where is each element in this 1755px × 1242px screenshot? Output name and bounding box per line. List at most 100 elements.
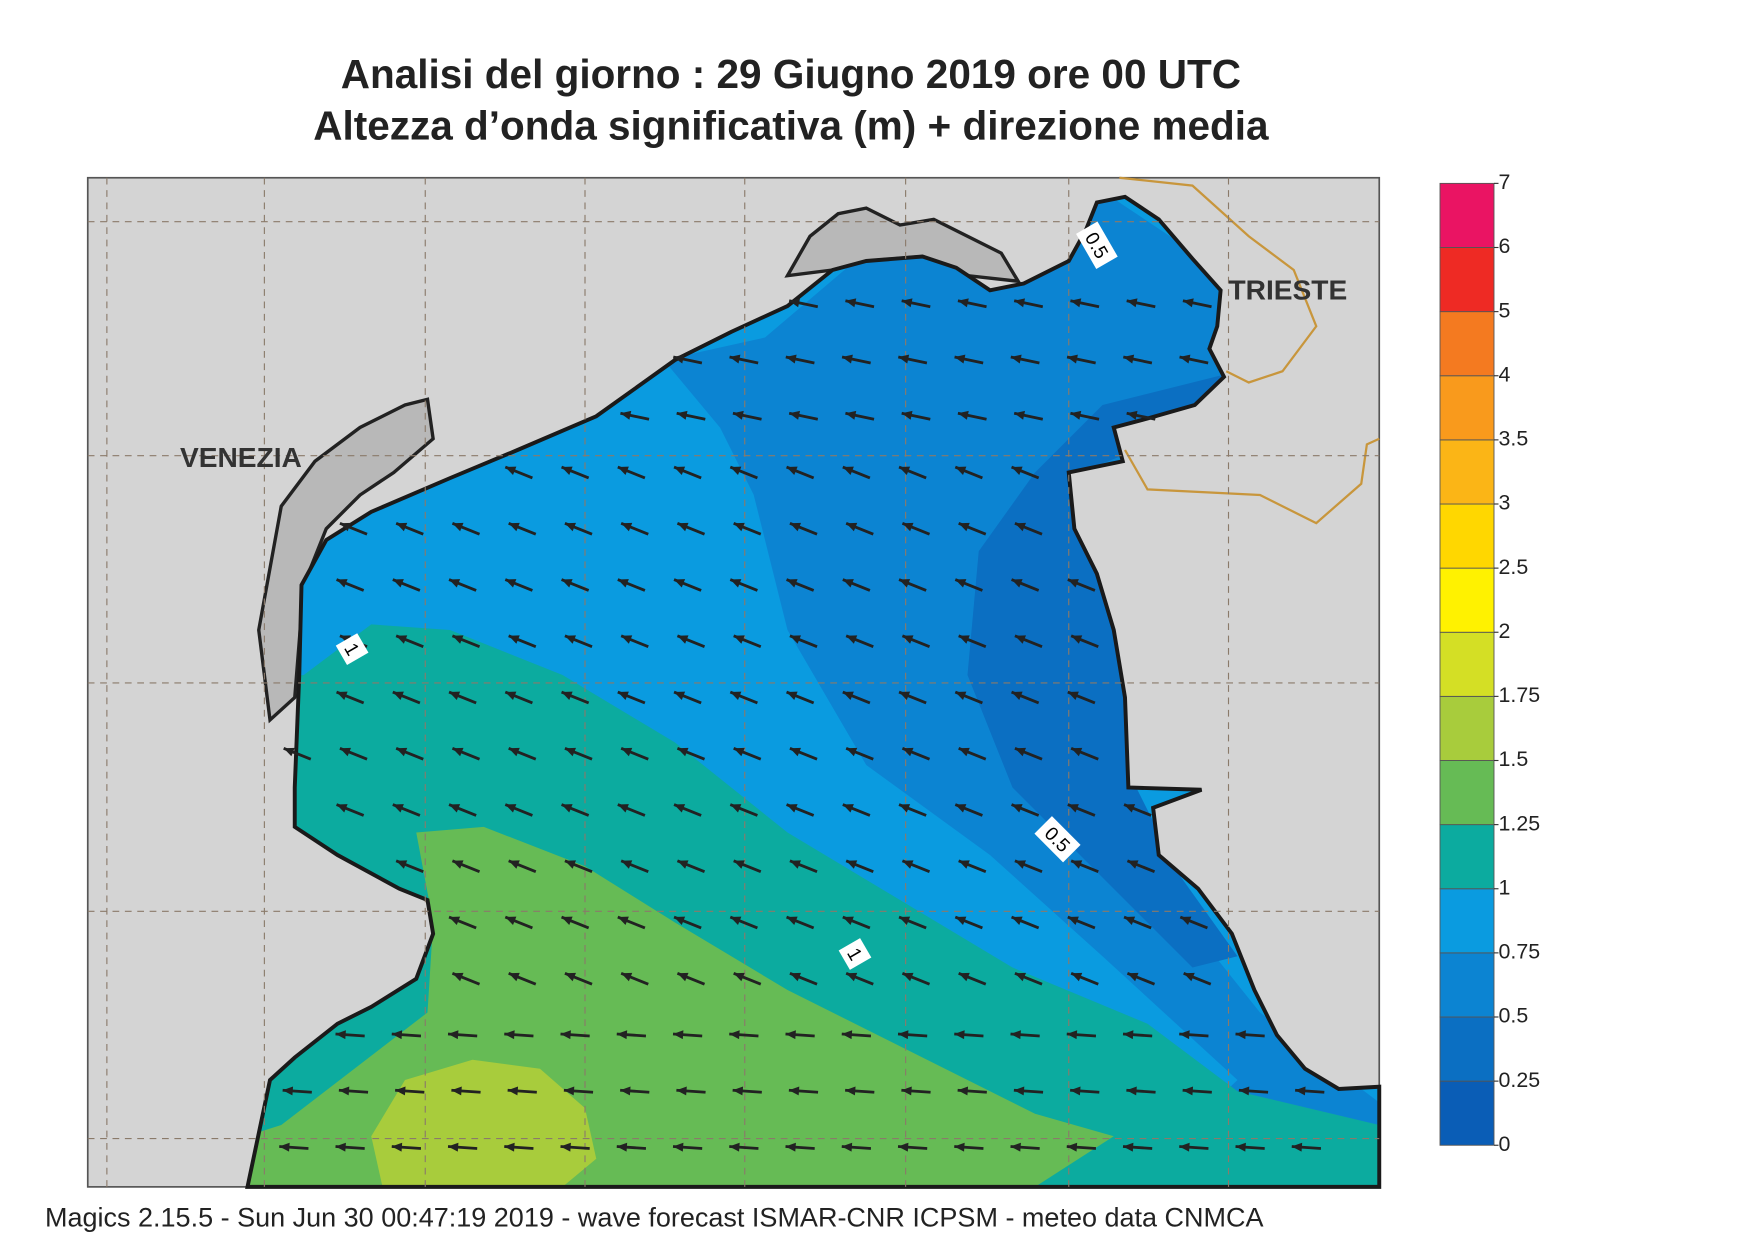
arrow-head <box>789 410 801 420</box>
arrow-head <box>621 972 633 982</box>
arrow-head <box>505 916 517 925</box>
arrow-head <box>786 579 798 588</box>
arrow-head <box>1067 354 1078 364</box>
arrow-head <box>564 635 576 644</box>
arrow-head <box>898 1030 909 1040</box>
arrow-head <box>508 972 520 982</box>
arrow-head <box>336 804 348 813</box>
arrow-head <box>616 1142 628 1152</box>
arrow-head <box>789 860 801 869</box>
arrow-head <box>621 860 633 869</box>
arrow-head <box>1071 972 1083 982</box>
colorbar: 0 0.25 0.5 0.75 1 1.25 1.5 1.75 2 2.5 3 3.5 4 5 6 7 <box>1439 170 1541 1156</box>
arrow-head <box>1235 1142 1246 1152</box>
arrow-head <box>1126 410 1138 420</box>
arrow-head <box>785 1142 796 1152</box>
arrow-head <box>732 1086 744 1096</box>
arrow-head <box>1066 1142 1078 1152</box>
colorbar-tick-label: 1.25 <box>1499 811 1541 835</box>
arrow-head <box>1014 635 1026 644</box>
arrow-head <box>505 466 517 475</box>
arrow-head <box>676 1086 687 1096</box>
footer: Magics 2.15.5 - Sun Jun 30 00:47:19 2019… <box>45 1202 1264 1232</box>
arrow-head <box>561 691 573 700</box>
arrow-head <box>561 466 573 475</box>
arrow-head <box>392 804 404 813</box>
arrow-head <box>396 635 408 644</box>
arrow-head <box>561 804 573 813</box>
title: Analisi del giorno : 29 Giugno 2019 ore … <box>341 51 1241 97</box>
arrow-head <box>786 466 798 475</box>
arrow-head <box>448 1030 459 1040</box>
arrow-head <box>677 972 689 982</box>
arrow-head <box>1010 1030 1021 1040</box>
arrow-head <box>957 298 969 308</box>
arrow-head <box>1071 860 1083 869</box>
arrow-head <box>1182 298 1194 308</box>
arrow-head <box>958 747 970 757</box>
arrow-head <box>902 972 914 982</box>
colorbar-swatch <box>1439 695 1495 761</box>
arrow-head <box>452 860 464 869</box>
arrow-head <box>789 747 801 757</box>
arrow-head <box>1067 579 1079 588</box>
arrow-head <box>1235 1030 1246 1040</box>
arrow-head <box>673 354 685 364</box>
arrow-head <box>730 804 742 813</box>
arrow-head <box>954 354 966 364</box>
arrow-head <box>1126 1086 1137 1096</box>
arrow-head <box>391 1142 403 1152</box>
arrow-head <box>561 579 573 588</box>
arrow-head <box>504 1142 515 1152</box>
arrow-head <box>621 747 633 757</box>
colorbar-swatch <box>1439 567 1495 633</box>
arrow-head <box>452 747 464 757</box>
colorbar-swatch <box>1439 760 1495 826</box>
arrow-head <box>785 354 797 364</box>
arrow-head <box>673 1030 684 1040</box>
arrow-head <box>899 804 911 813</box>
arrow-head <box>730 579 742 588</box>
arrow-head <box>452 522 464 532</box>
arrow-head <box>733 747 745 757</box>
border <box>1119 176 1380 525</box>
arrow-head <box>279 1142 290 1152</box>
map: VENEZIA TRIESTE 0.5 1 0.5 1 <box>86 176 1382 1189</box>
arrow-head <box>392 691 404 700</box>
arrow-head <box>449 691 461 700</box>
arrow-head <box>617 916 629 925</box>
arrow-head <box>1123 1030 1134 1040</box>
arrow-head <box>449 804 461 813</box>
arrow-head <box>733 972 745 982</box>
arrow-head <box>1124 916 1136 925</box>
colorbar-tick-label: 7 <box>1499 170 1511 194</box>
arrow-head <box>902 522 914 532</box>
arrow-head <box>902 860 914 869</box>
arrow-head <box>560 1030 571 1040</box>
colorbar-tick-label: 0 <box>1499 1132 1511 1156</box>
arrow-head <box>786 916 798 925</box>
arrow-head <box>674 466 686 475</box>
colorbar-swatch <box>1439 311 1495 377</box>
arrow-head <box>617 691 629 700</box>
arrow-head <box>1067 804 1079 813</box>
colorbar-swatch <box>1439 182 1495 248</box>
arrow-head <box>396 747 408 757</box>
arrow-head <box>1291 1142 1303 1152</box>
colorbar-tick-label: 0.75 <box>1499 940 1541 964</box>
arrow-head <box>449 916 461 925</box>
arrow-head <box>899 466 911 475</box>
arrow-head <box>845 410 857 420</box>
arrow-head <box>955 804 967 813</box>
arrow-head <box>1011 466 1023 475</box>
arrow-head <box>1124 804 1136 813</box>
arrow-head <box>845 1086 856 1096</box>
band <box>247 826 1114 1187</box>
subtitle: Altezza d’onda significativa (m) + direz… <box>313 103 1269 149</box>
arrow-head <box>677 860 689 869</box>
arrow-head <box>1014 522 1026 532</box>
arrow-head <box>616 1030 628 1040</box>
arrow-head <box>283 747 295 757</box>
arrow-head <box>1238 1086 1250 1096</box>
